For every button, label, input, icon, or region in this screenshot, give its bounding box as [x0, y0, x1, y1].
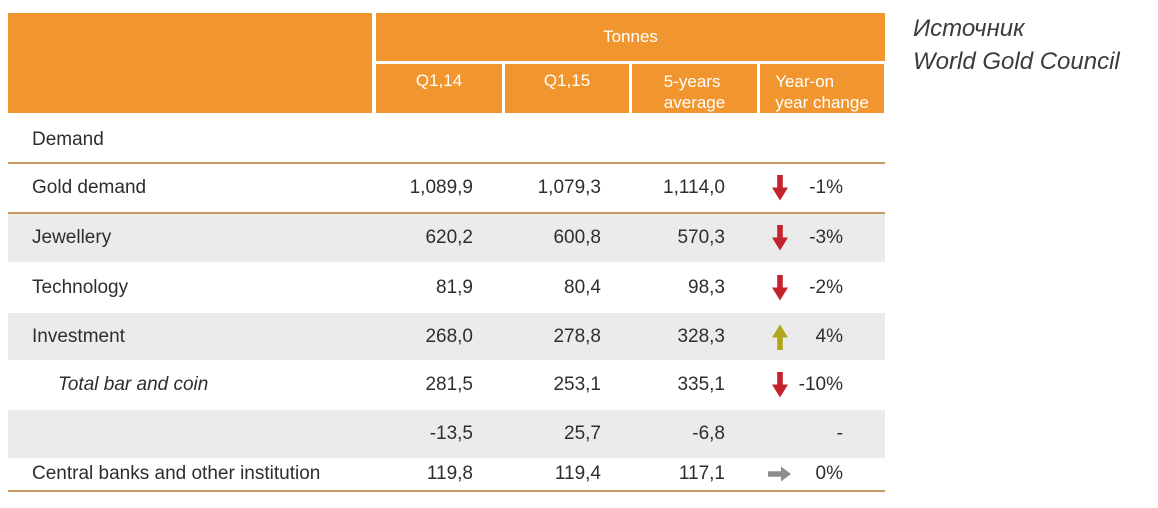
down-arrow-icon [765, 225, 795, 251]
column-header-5y-average-line2: average [663, 93, 726, 112]
value-yoy-change: 4% [757, 324, 885, 350]
value-q1-14: 1,089,9 [409, 177, 473, 198]
value-q1-15: 1,079,3 [537, 177, 601, 198]
value-yoy-change: -3% [757, 225, 885, 251]
value-5y-average: -6,8 [692, 423, 725, 444]
row-label: Central banks and other institution [32, 463, 321, 484]
header-corner-cell [8, 13, 372, 113]
table-body: Demand Gold demand 1,089,9 1,079,3 1,114… [8, 117, 885, 492]
table-row-gold-demand: Gold demand 1,089,9 1,079,3 1,114,0 -1% [8, 164, 885, 214]
source-name: World Gold Council [913, 48, 1120, 75]
column-header-5y-average: 5-years average [632, 64, 757, 113]
column-headers-row: Q1,14 Q1,15 5-years average Year-on year… [376, 64, 885, 113]
value-q1-14: 268,0 [425, 325, 473, 347]
down-arrow-icon [765, 274, 795, 301]
down-arrow-icon [765, 175, 795, 201]
value-q1-15: 278,8 [553, 325, 601, 347]
row-label: Investment [32, 325, 125, 347]
table-row-technology: Technology 81,9 80,4 98,3 -2% [8, 262, 885, 313]
value-q1-14: 620,2 [425, 227, 473, 248]
row-label: Demand [32, 128, 104, 150]
source-label: Источник [913, 15, 1025, 42]
row-label: Technology [32, 276, 129, 298]
table-row-jewellery: Jewellery 620,2 600,8 570,3 -3% [8, 214, 885, 262]
value-q1-14: 81,9 [436, 276, 473, 298]
value-yoy-change: -1% [757, 175, 885, 201]
up-arrow-icon [765, 324, 795, 350]
value-yoy-change: -10% [757, 372, 885, 398]
value-q1-15: 119,4 [554, 463, 601, 484]
value-5y-average: 328,3 [677, 325, 725, 347]
value-yoy-change: 0% [757, 463, 885, 485]
value-q1-15: 253,1 [553, 374, 601, 395]
table-row-total-bar-and-coin: Total bar and coin 281,5 253,1 335,1 -10… [8, 360, 885, 410]
source-note: Источник World Gold Council [913, 12, 1120, 78]
column-header-q1-15: Q1,15 [505, 64, 629, 113]
row-label: Total bar and coin [58, 374, 209, 395]
column-group-header-tonnes: Tonnes [376, 13, 885, 61]
value-5y-average: 1,114,0 [663, 177, 725, 198]
column-header-q1-14: Q1,14 [376, 64, 502, 113]
value-yoy-change: - [836, 423, 843, 444]
table-row-central-banks: Central banks and other institution 119,… [8, 458, 885, 492]
value-q1-14: 281,5 [425, 374, 473, 395]
value-q1-14: -13,5 [429, 423, 473, 444]
table-row-demand-section: Demand [8, 117, 885, 164]
value-q1-15: 80,4 [564, 276, 601, 298]
down-arrow-icon [765, 372, 795, 398]
column-header-yoy-change-line1: Year-on [775, 72, 835, 91]
value-q1-15: 600,8 [553, 227, 601, 248]
value-yoy-change: -2% [757, 274, 885, 301]
column-header-yoy-change: Year-on year change [760, 64, 884, 113]
table-header: Tonnes Q1,14 Q1,15 5-years average Year-… [8, 13, 885, 113]
header-tonnes-group: Tonnes Q1,14 Q1,15 5-years average Year-… [376, 13, 885, 113]
column-header-yoy-change-line2: year change [775, 93, 869, 112]
value-5y-average: 570,3 [677, 227, 725, 248]
value-q1-15: 25,7 [564, 423, 601, 444]
value-5y-average: 98,3 [688, 276, 725, 298]
gold-demand-table: Tonnes Q1,14 Q1,15 5-years average Year-… [8, 13, 885, 492]
row-label: Gold demand [32, 177, 147, 198]
column-header-5y-average-line1: 5-years [663, 72, 721, 91]
row-label: Jewellery [32, 227, 112, 248]
value-q1-14: 119,8 [426, 463, 473, 484]
value-5y-average: 117,1 [678, 463, 725, 484]
table-row-unlabeled: -13,5 25,7 -6,8 - [8, 410, 885, 458]
right-arrow-icon [765, 465, 795, 483]
table-row-investment: Investment 268,0 278,8 328,3 4% [8, 313, 885, 360]
value-5y-average: 335,1 [677, 374, 725, 395]
